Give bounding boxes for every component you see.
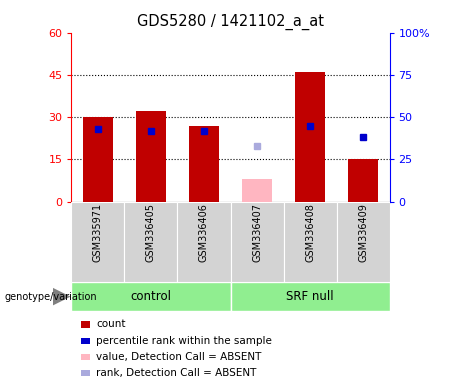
- Bar: [71, 282, 230, 311]
- Polygon shape: [53, 288, 71, 305]
- Text: GSM336408: GSM336408: [305, 203, 315, 262]
- Bar: [242, 179, 272, 202]
- Text: GDS5280 / 1421102_a_at: GDS5280 / 1421102_a_at: [137, 13, 324, 30]
- Bar: [83, 117, 112, 202]
- Bar: [230, 202, 284, 282]
- Bar: [136, 111, 165, 202]
- Text: rank, Detection Call = ABSENT: rank, Detection Call = ABSENT: [96, 368, 257, 378]
- Bar: [189, 126, 219, 202]
- Text: percentile rank within the sample: percentile rank within the sample: [96, 336, 272, 346]
- Text: GSM335971: GSM335971: [93, 203, 103, 262]
- Text: value, Detection Call = ABSENT: value, Detection Call = ABSENT: [96, 352, 262, 362]
- Bar: [296, 72, 325, 202]
- Text: GSM336406: GSM336406: [199, 203, 209, 262]
- Bar: [124, 202, 177, 282]
- Bar: [71, 202, 124, 282]
- Bar: [337, 202, 390, 282]
- Text: control: control: [130, 290, 171, 303]
- Text: genotype/variation: genotype/variation: [5, 291, 97, 302]
- Text: count: count: [96, 319, 126, 329]
- Text: GSM336407: GSM336407: [252, 203, 262, 262]
- Bar: [349, 159, 378, 202]
- Text: SRF null: SRF null: [286, 290, 334, 303]
- Bar: [177, 202, 230, 282]
- Bar: [284, 202, 337, 282]
- Text: GSM336409: GSM336409: [358, 203, 368, 262]
- Text: GSM336405: GSM336405: [146, 203, 156, 262]
- Bar: [230, 282, 390, 311]
